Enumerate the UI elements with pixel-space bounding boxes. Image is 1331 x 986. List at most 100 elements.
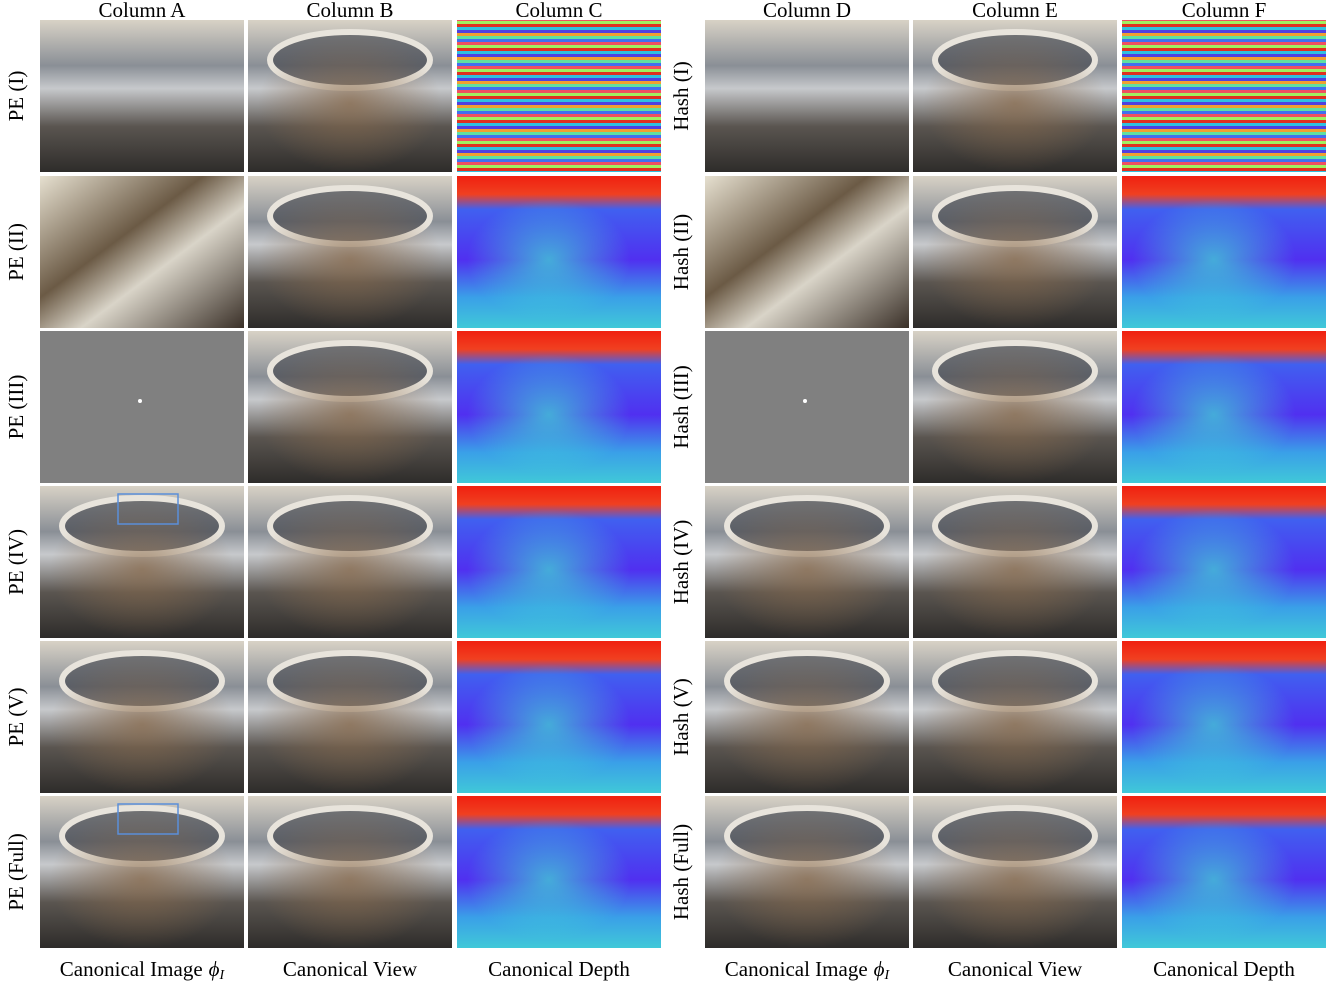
footer-text: Canonical Depth [1153, 957, 1295, 981]
speck [803, 399, 807, 403]
image-cell [248, 641, 452, 793]
footer-symbol: ϕ [209, 957, 220, 981]
column-header: Column F [1182, 0, 1267, 22]
column-header: Column B [307, 0, 394, 22]
subject [248, 20, 452, 172]
image [705, 20, 909, 172]
footer-symbol: ϕ [874, 957, 885, 981]
image-cell [40, 641, 244, 793]
depth-subject [457, 641, 661, 793]
image-cell [40, 796, 244, 948]
footer-subscript: I [884, 968, 891, 983]
image-cell [248, 796, 452, 948]
image-cell [1122, 331, 1326, 483]
column-header: Column D [763, 0, 851, 22]
footer-text: Canonical Image [725, 957, 868, 981]
footer-subscript: I [219, 968, 226, 983]
subject [913, 641, 1117, 793]
row-label: Hash (Full) [669, 824, 693, 920]
image-cell [40, 176, 244, 328]
image-cell [1122, 20, 1326, 172]
row-label: Hash (V) [669, 678, 693, 756]
subject [40, 486, 244, 638]
image-cell [248, 331, 452, 483]
image [40, 20, 244, 172]
image-cell [1122, 641, 1326, 793]
image-cell [705, 176, 909, 328]
depth-subject [457, 486, 661, 638]
image-cell [1122, 486, 1326, 638]
image-cell [457, 796, 661, 948]
image-cell [913, 331, 1117, 483]
image-cell [40, 20, 244, 172]
image-cell [913, 796, 1117, 948]
depth-subject [1122, 486, 1326, 638]
row-label: PE (I) [4, 71, 28, 122]
image-cell [705, 486, 909, 638]
footer-text: Canonical View [283, 957, 418, 981]
subject [248, 641, 452, 793]
image-cell [248, 20, 452, 172]
image-cell [457, 486, 661, 638]
row-label: PE (IV) [4, 529, 28, 595]
row-label: PE (Full) [4, 833, 28, 911]
image-cell [705, 20, 909, 172]
footer-text: Canonical Image [60, 957, 203, 981]
image-cell [1122, 796, 1326, 948]
row-label: Hash (III) [669, 365, 693, 448]
image-cell [457, 641, 661, 793]
figure: Column ACanonical ImageϕIColumn BCanonic… [0, 0, 1331, 986]
image-cell [913, 176, 1117, 328]
subject [248, 176, 452, 328]
image-cell [913, 486, 1117, 638]
depth-subject [1122, 176, 1326, 328]
image-cell [40, 331, 244, 483]
image [1122, 20, 1326, 172]
subject [913, 331, 1117, 483]
image [705, 176, 909, 328]
image [40, 176, 244, 328]
depth-subject [457, 331, 661, 483]
image [457, 20, 661, 172]
depth-subject [457, 796, 661, 948]
depth-subject [1122, 796, 1326, 948]
subject [40, 796, 244, 948]
row-label: Hash (II) [669, 214, 693, 290]
subject [913, 176, 1117, 328]
depth-subject [1122, 641, 1326, 793]
column-footer: Canonical View [948, 957, 1083, 981]
row-label: PE (V) [4, 688, 28, 747]
subject [705, 486, 909, 638]
image-cell [457, 20, 661, 172]
subject [913, 20, 1117, 172]
subject [248, 796, 452, 948]
row-label: Hash (I) [669, 61, 693, 130]
subject [705, 641, 909, 793]
image-cell [248, 486, 452, 638]
image-cell [913, 641, 1117, 793]
footer-text: Canonical Depth [488, 957, 630, 981]
depth-subject [1122, 331, 1326, 483]
image-cell [457, 176, 661, 328]
subject [913, 796, 1117, 948]
subject [913, 486, 1117, 638]
subject [705, 796, 909, 948]
footer-text: Canonical View [948, 957, 1083, 981]
row-label: PE (III) [4, 375, 28, 440]
image-cell [705, 331, 909, 483]
image-cell [248, 176, 452, 328]
speck [138, 399, 142, 403]
column-header: Column E [972, 0, 1058, 22]
subject [248, 331, 452, 483]
row-label: Hash (IV) [669, 520, 693, 605]
subject [40, 641, 244, 793]
column-header: Column C [516, 0, 603, 22]
image-cell [40, 486, 244, 638]
image-cell [705, 796, 909, 948]
image-cell [1122, 176, 1326, 328]
column-footer: Canonical Depth [488, 957, 630, 981]
